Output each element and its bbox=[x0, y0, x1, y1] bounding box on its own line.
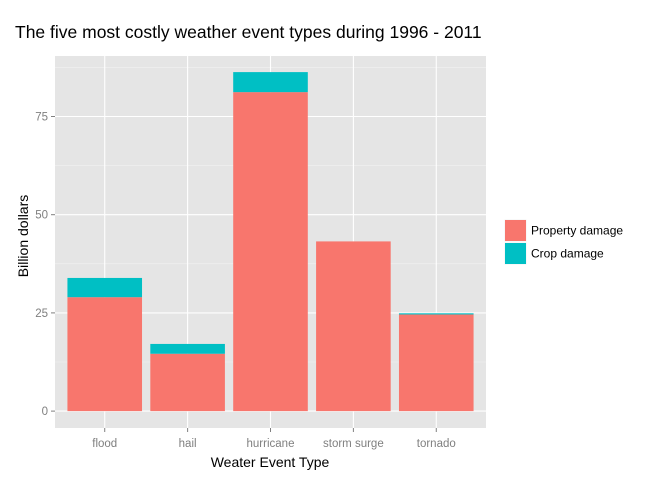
y-tick-label: 50 bbox=[35, 210, 48, 222]
legend: Property damage Crop damage bbox=[503, 218, 623, 266]
bar-crop-damage bbox=[150, 343, 225, 354]
bar-crop-damage bbox=[67, 277, 143, 298]
x-axis-title: Weater Event Type bbox=[211, 454, 330, 470]
legend-label: Crop damage bbox=[531, 247, 604, 261]
bars bbox=[67, 72, 474, 412]
y-tick-label: 25 bbox=[35, 308, 48, 320]
bar-property-damage bbox=[150, 353, 225, 412]
x-tick-label: hail bbox=[179, 438, 197, 450]
bar-property-damage bbox=[398, 314, 474, 412]
x-tick-label: hurricane bbox=[247, 438, 295, 450]
chart-title: The five most costly weather event types… bbox=[15, 22, 482, 42]
legend-label: Property damage bbox=[531, 224, 623, 238]
x-tick-label: tornado bbox=[417, 438, 456, 450]
y-axis: 0 25 50 75 bbox=[35, 111, 55, 418]
x-axis: flood hail hurricane storm surge tornado bbox=[92, 428, 456, 450]
bar-property-damage bbox=[67, 297, 143, 412]
x-tick-label: storm surge bbox=[323, 438, 384, 450]
x-tick-label: flood bbox=[92, 438, 117, 450]
legend-swatch bbox=[505, 243, 526, 264]
bar-crop-damage bbox=[398, 313, 474, 315]
y-axis-title: Billion dollars bbox=[15, 195, 31, 277]
bar-property-damage bbox=[233, 92, 308, 412]
bar-crop-damage bbox=[233, 72, 308, 93]
legend-swatch bbox=[505, 220, 526, 241]
bar-property-damage bbox=[316, 241, 391, 412]
y-tick-label: 0 bbox=[42, 406, 48, 418]
y-tick-label: 75 bbox=[35, 111, 48, 123]
